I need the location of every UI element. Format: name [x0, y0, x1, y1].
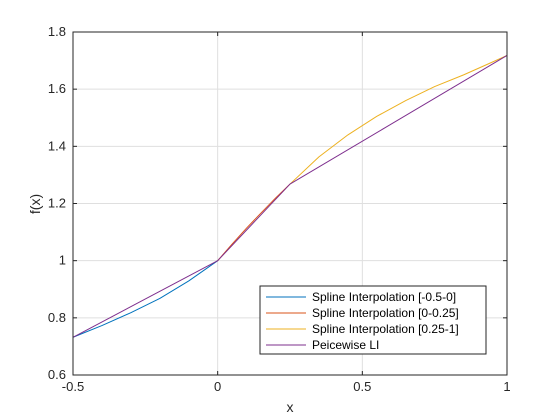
y-axis-label: f(x)	[27, 194, 43, 214]
legend-label: Spline Interpolation [0.25-1]	[312, 322, 459, 336]
x-tick-label: 1	[503, 379, 510, 394]
x-tick-label: 0	[214, 379, 221, 394]
y-tick-label: 0.6	[48, 367, 66, 382]
y-tick-label: 1.2	[48, 196, 66, 211]
legend: Spline Interpolation [-0.5-0] Spline Inte…	[260, 286, 486, 354]
y-tick-label: 1.4	[48, 138, 66, 153]
y-tick-label: 1	[59, 253, 66, 268]
legend-label: Spline Interpolation [0-0.25]	[312, 306, 459, 320]
y-tick-label: 1.6	[48, 81, 66, 96]
legend-label: Peicewise LI	[312, 338, 379, 352]
y-tick-label: 1.8	[48, 24, 66, 39]
legend-label: Spline Interpolation [-0.5-0]	[312, 290, 456, 304]
x-tick-label: 0.5	[353, 379, 371, 394]
x-axis-label: x	[287, 399, 294, 415]
y-tick-label: 0.8	[48, 310, 66, 325]
